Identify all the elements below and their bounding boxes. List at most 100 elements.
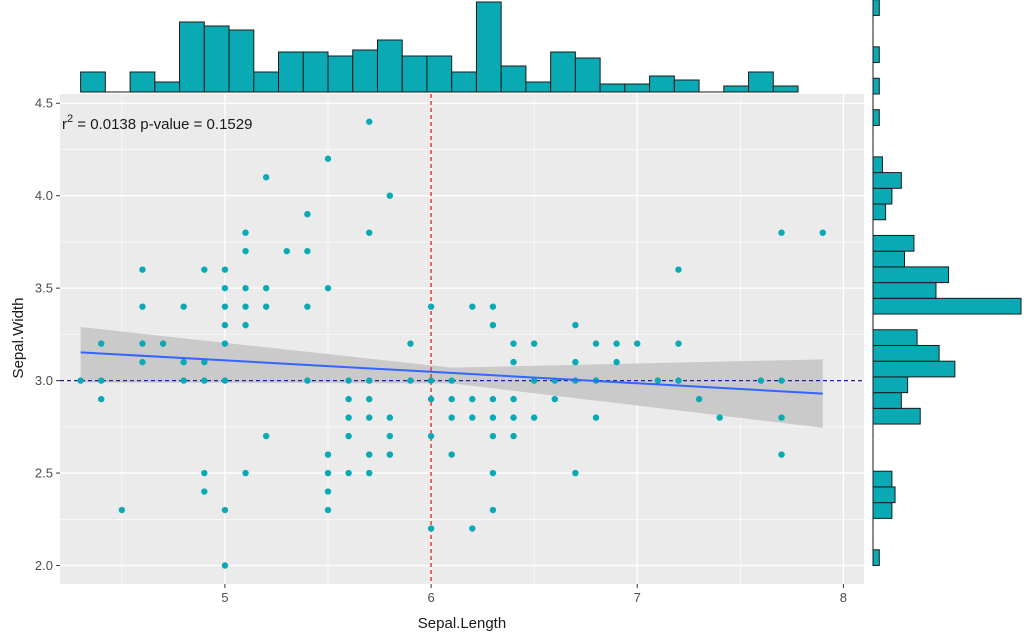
data-point <box>530 414 538 421</box>
x-hist-bar <box>253 71 280 93</box>
data-point <box>324 469 332 477</box>
data-point <box>221 321 229 329</box>
scatter-points <box>77 118 826 569</box>
data-point <box>510 432 517 440</box>
y-tick-label: 2.5 <box>35 466 53 481</box>
x-axis-ticks: 5 6 7 8 <box>221 584 847 605</box>
data-point <box>489 432 497 440</box>
data-point <box>242 303 249 310</box>
data-point <box>139 266 146 273</box>
data-point <box>201 469 208 477</box>
stats-annotation: r2 = 0.0138 p-value = 0.1529 <box>62 113 252 133</box>
y-hist-bar <box>872 470 893 488</box>
data-point <box>345 377 352 384</box>
data-point <box>221 284 229 292</box>
data-point <box>366 377 373 384</box>
data-point <box>427 303 435 310</box>
y-hist-bar <box>872 266 950 284</box>
y-hist-bar <box>872 297 1022 315</box>
data-point <box>262 303 270 310</box>
y-hist-bar <box>872 502 893 519</box>
x-hist-bar <box>302 51 329 93</box>
data-point <box>675 340 682 347</box>
y-hist-bar <box>872 109 880 126</box>
x-hist-bar <box>401 55 428 93</box>
data-point <box>427 377 435 384</box>
y-hist-bar <box>872 282 937 299</box>
y-hist-bar <box>872 344 940 362</box>
data-point <box>386 432 394 440</box>
x-hist-bar <box>426 55 453 93</box>
data-point <box>366 229 373 236</box>
data-point <box>510 395 517 403</box>
data-point <box>242 284 249 292</box>
data-point <box>118 506 126 514</box>
data-point <box>469 395 476 403</box>
data-point <box>159 340 167 347</box>
x-hist-bar <box>772 85 799 93</box>
data-point <box>448 377 455 384</box>
data-point <box>778 414 785 421</box>
data-point <box>262 432 270 440</box>
data-point <box>283 247 290 255</box>
y-tick-label: 2.0 <box>35 558 53 573</box>
y-axis-ticks: 2.0 2.5 3.0 3.5 4.0 4.5 <box>35 96 60 573</box>
data-point <box>489 321 497 329</box>
data-point <box>386 414 394 421</box>
y-hist-bar <box>872 329 918 346</box>
y-hist-bar <box>872 234 915 252</box>
data-point <box>716 414 723 421</box>
data-point <box>242 229 249 236</box>
confidence-band <box>80 326 823 428</box>
annotation-rest: = 0.0138 p-value = 0.1529 <box>73 116 252 133</box>
data-point <box>366 395 373 403</box>
data-point <box>654 377 662 384</box>
data-point <box>695 395 703 403</box>
y-hist-bar <box>872 549 880 567</box>
y-hist-bar <box>872 392 902 409</box>
y-hist-bar <box>872 46 880 64</box>
x-hist-bar <box>649 75 675 93</box>
data-point <box>324 284 332 292</box>
regression-line <box>80 351 823 395</box>
data-point <box>510 414 517 421</box>
data-point <box>778 377 785 384</box>
y-hist-bar <box>872 360 956 378</box>
top-marginal-histogram <box>80 1 799 93</box>
x-hist-bar <box>352 49 378 93</box>
data-point <box>345 414 352 421</box>
data-point <box>592 414 600 421</box>
data-point <box>304 377 311 384</box>
data-point <box>427 525 435 532</box>
data-point <box>77 377 84 384</box>
data-point <box>510 358 517 366</box>
x-tick-label: 6 <box>427 590 434 605</box>
data-point <box>530 340 538 347</box>
data-point <box>427 395 435 403</box>
x-hist-bar <box>723 85 750 93</box>
data-point <box>304 210 311 218</box>
y-axis-title: Sepal.Width <box>10 298 27 379</box>
x-hist-bar <box>154 81 181 93</box>
data-point <box>386 192 394 199</box>
data-point <box>757 377 765 384</box>
x-hist-bar <box>624 83 651 93</box>
x-hist-bar <box>203 25 230 93</box>
data-point <box>572 321 579 329</box>
data-point <box>221 303 229 310</box>
y-tick-label: 3.5 <box>35 281 53 296</box>
data-point <box>201 377 208 384</box>
data-point <box>489 303 497 310</box>
right-marginal-histogram <box>872 0 1022 567</box>
data-point <box>489 414 497 421</box>
data-point <box>98 395 105 403</box>
data-point <box>345 432 352 440</box>
data-point <box>139 358 146 366</box>
data-point <box>407 340 414 347</box>
data-point <box>262 284 270 292</box>
data-point <box>139 303 146 310</box>
data-point <box>592 340 600 347</box>
data-point <box>345 469 352 477</box>
data-point <box>221 377 229 384</box>
